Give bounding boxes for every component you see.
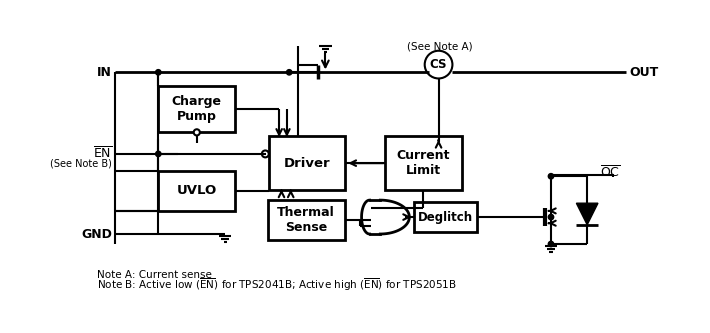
- Bar: [414, 202, 477, 232]
- Circle shape: [548, 241, 554, 247]
- Circle shape: [194, 129, 200, 136]
- Text: (See Note A): (See Note A): [408, 41, 473, 51]
- Text: Driver: Driver: [283, 157, 330, 169]
- Text: Note A: Current sense: Note A: Current sense: [97, 270, 212, 280]
- Text: $\overline{\mathrm{OC}}$: $\overline{\mathrm{OC}}$: [600, 165, 621, 180]
- Bar: [268, 200, 344, 240]
- Text: (See Note B): (See Note B): [50, 159, 112, 169]
- Text: Note B: Active low ($\overline{\mathrm{EN}}$) for TPS2041B; Active high ($\overl: Note B: Active low ($\overline{\mathrm{E…: [97, 276, 457, 293]
- Circle shape: [155, 70, 161, 75]
- Circle shape: [262, 151, 269, 158]
- Text: OUT: OUT: [630, 66, 659, 79]
- Polygon shape: [577, 203, 598, 225]
- Bar: [158, 86, 235, 132]
- Bar: [269, 136, 344, 190]
- Bar: [158, 171, 235, 211]
- Text: IN: IN: [97, 66, 112, 79]
- Circle shape: [287, 70, 292, 75]
- Bar: [385, 136, 462, 190]
- Circle shape: [548, 173, 554, 179]
- Text: $\overline{\mathrm{EN}}$: $\overline{\mathrm{EN}}$: [93, 146, 112, 162]
- Text: Charge
Pump: Charge Pump: [172, 95, 222, 123]
- Text: Current
Limit: Current Limit: [396, 149, 450, 177]
- Text: Deglitch: Deglitch: [418, 210, 473, 223]
- Text: CS: CS: [430, 58, 447, 71]
- Text: GND: GND: [81, 227, 112, 240]
- Text: UVLO: UVLO: [177, 184, 217, 197]
- Circle shape: [155, 151, 161, 157]
- Circle shape: [548, 214, 554, 220]
- Text: Thermal
Sense: Thermal Sense: [277, 206, 335, 234]
